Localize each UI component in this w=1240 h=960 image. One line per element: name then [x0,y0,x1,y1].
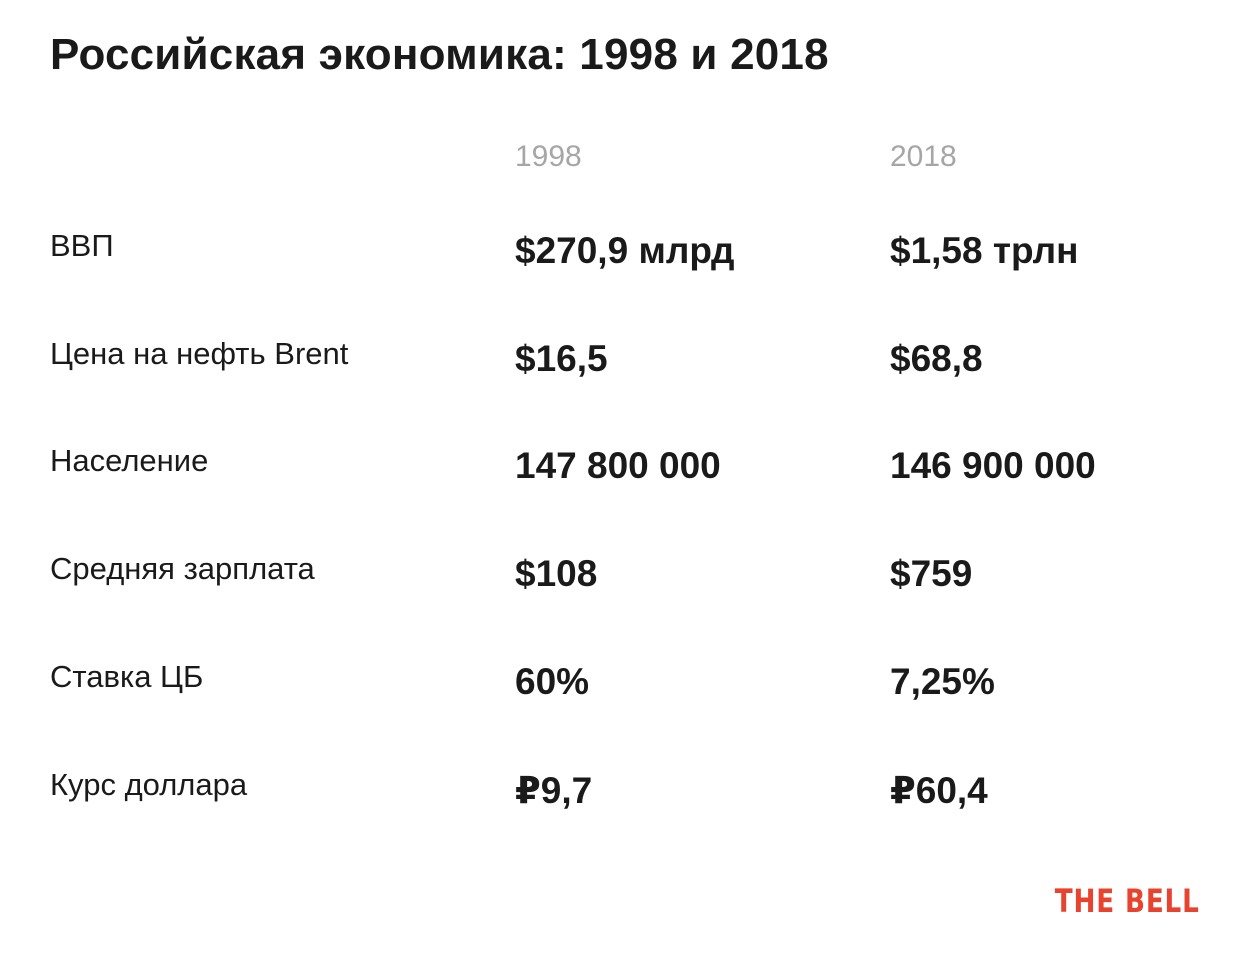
value-2018: 146 900 000 [890,445,1096,486]
value-2018: $1,58 трлн [890,230,1079,271]
value-2018: $68,8 [890,338,983,379]
value-2018: 7,25% [890,661,995,702]
value-1998: $270,9 млрд [515,230,735,271]
row-label: Ставка ЦБ [50,659,204,694]
table-row-population: Население 147 800 000 146 900 000 [0,443,1240,503]
value-1998: 60% [515,661,590,702]
value-1998: 147 800 000 [515,445,721,486]
table-row-dollar-rate: Курс доллара ₽9,7 ₽60,4 [0,767,1240,827]
table-row-brent-price: Цена на нефть Brent $16,5 $68,8 [0,336,1240,396]
value-2018: ₽60,4 [890,770,988,811]
value-1998: $16,5 [515,338,608,379]
row-label: ВВП [50,228,114,263]
table-row-gdp: ВВП $270,9 млрд $1,58 трлн [0,228,1240,288]
table-row-central-bank-rate: Ставка ЦБ 60% 7,25% [0,659,1240,719]
value-1998: $108 [515,553,598,594]
value-2018: $759 [890,553,973,594]
value-1998: ₽9,7 [515,770,593,811]
row-label: Курс доллара [50,767,248,802]
column-header-2018: 2018 [890,140,957,173]
row-label: Цена на нефть Brent [50,336,349,371]
column-header-1998: 1998 [515,140,582,173]
brand-logo: THE BELL [1055,882,1200,920]
table-row-average-salary: Средняя зарплата $108 $759 [0,551,1240,611]
page-title: Российская экономика: 1998 и 2018 [50,30,829,79]
row-label: Население [50,443,209,478]
row-label: Средняя зарплата [50,551,315,586]
